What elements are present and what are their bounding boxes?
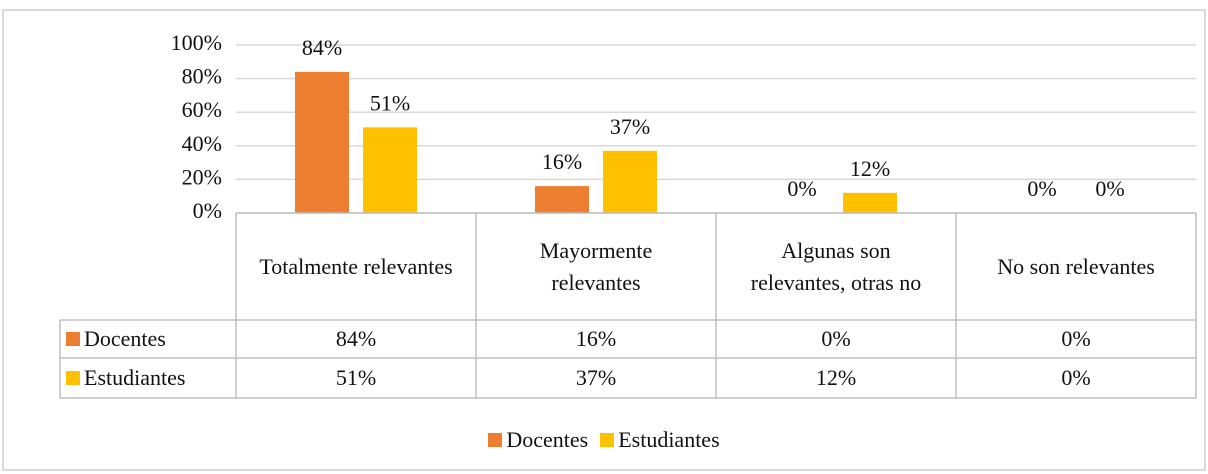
legend-label: Docentes: [506, 427, 589, 452]
legend-item: Estudiantes: [600, 427, 720, 453]
series-name: Estudiantes: [84, 365, 186, 390]
legend-key: [488, 433, 503, 447]
data-label: 16%: [542, 149, 582, 174]
data-label: 37%: [610, 114, 650, 139]
data-label: 0%: [1095, 176, 1124, 201]
bar: [535, 186, 589, 213]
y-tick-label: 80%: [182, 64, 222, 89]
category-label: No son relevantes: [997, 253, 1155, 279]
table-value: 0%: [821, 326, 851, 351]
data-label: 0%: [1027, 176, 1056, 201]
y-tick-label: 40%: [182, 131, 222, 156]
category-label: Totalmente relevantes: [259, 253, 453, 279]
table-value: 37%: [575, 365, 617, 390]
y-tick-label: 0%: [193, 198, 222, 223]
table-value: 51%: [335, 365, 377, 390]
legend: Docentes Estudiantes: [0, 422, 1208, 458]
bar: [363, 127, 417, 213]
y-tick-label: 100%: [171, 30, 222, 55]
table-value: 0%: [1061, 326, 1091, 351]
legend-key: [66, 332, 80, 346]
category-label: Algunas son relevantes, otras no: [750, 237, 922, 295]
series-name: Docentes: [84, 326, 166, 351]
table-row-header: Docentes: [66, 320, 166, 358]
chart-border: [2, 9, 1206, 471]
table-row-header: Estudiantes: [66, 358, 185, 398]
bar: [295, 71, 349, 213]
legend-label: Estudiantes: [618, 427, 720, 452]
table-value: 12%: [815, 365, 857, 390]
data-label: 12%: [850, 156, 890, 181]
data-label: 84%: [302, 35, 342, 60]
category-label: Mayormente relevantes: [539, 237, 653, 295]
table-value: 16%: [575, 326, 617, 351]
table-value: 0%: [1061, 365, 1091, 390]
bar: [603, 150, 657, 213]
legend-key: [600, 433, 615, 447]
legend-key: [66, 371, 80, 385]
data-label: 0%: [787, 176, 816, 201]
y-tick-label: 20%: [182, 164, 222, 189]
bar: [843, 192, 897, 213]
table-value: 84%: [335, 326, 377, 351]
y-tick-label: 60%: [182, 97, 222, 122]
legend-item: Docentes: [488, 427, 588, 453]
data-label: 51%: [370, 90, 410, 115]
